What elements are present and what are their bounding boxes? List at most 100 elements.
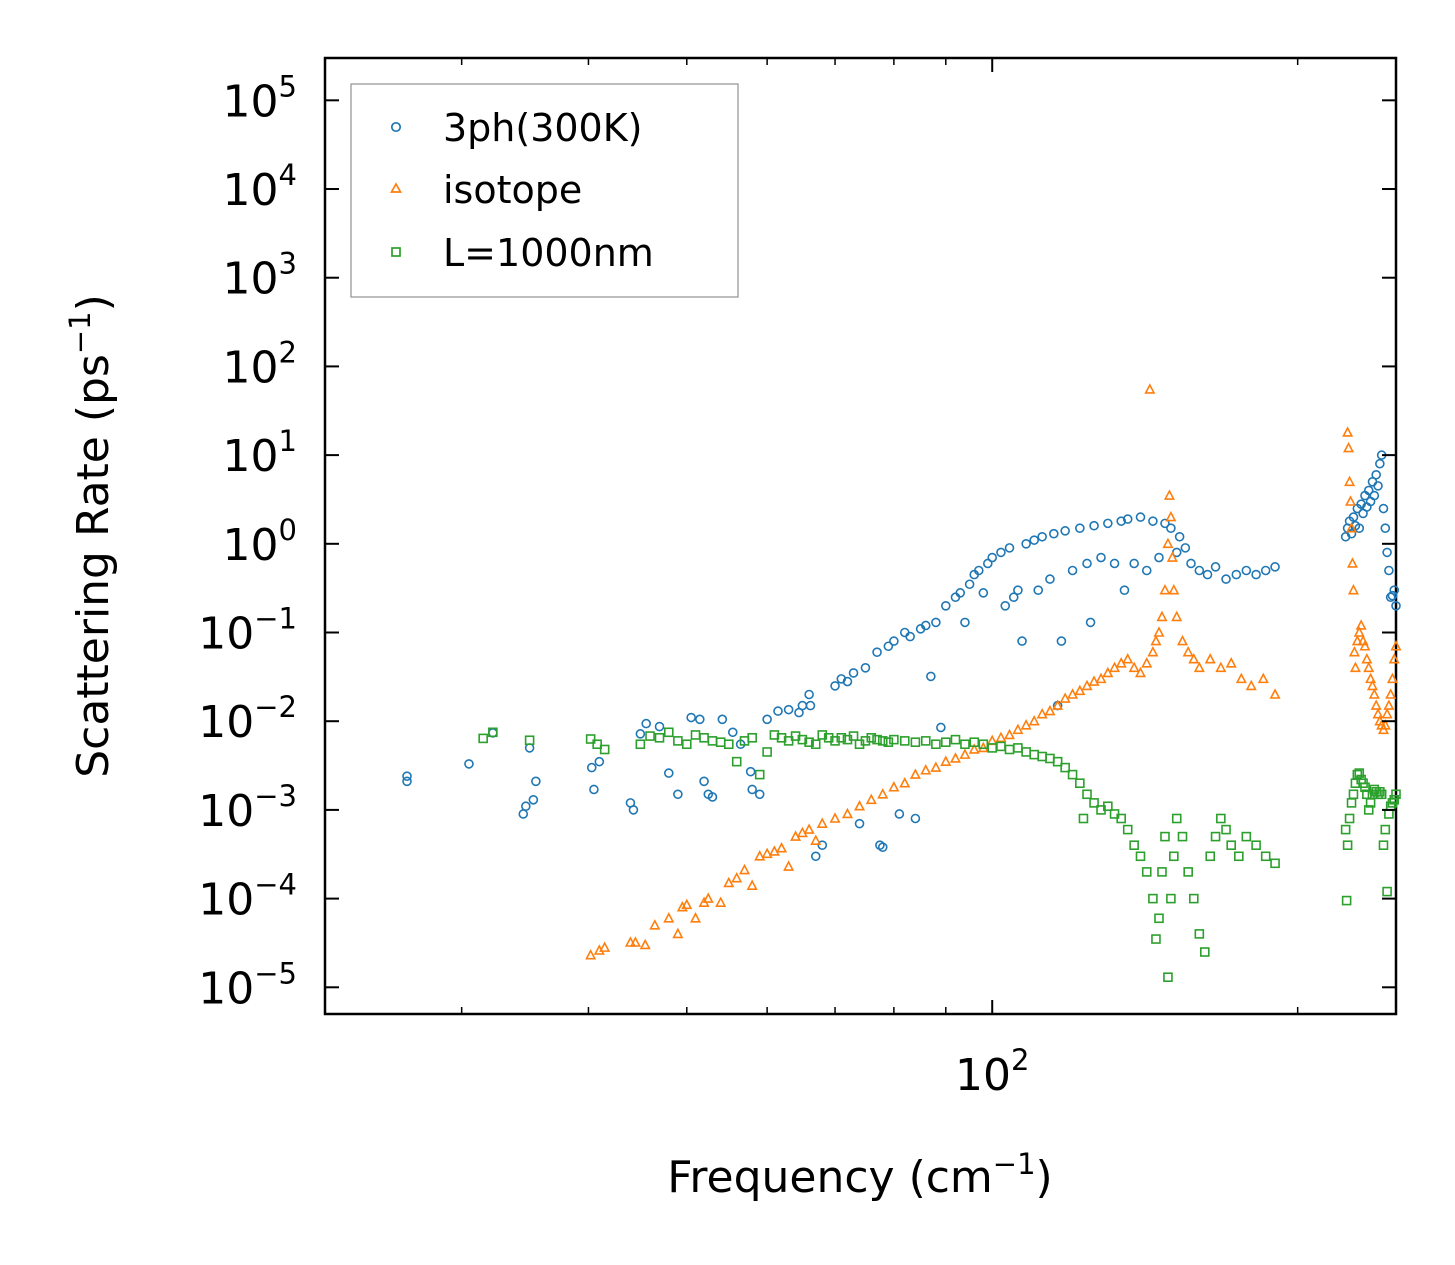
- data-point: [1381, 707, 1393, 719]
- data-point: [1166, 523, 1176, 533]
- data-point: [1372, 707, 1384, 719]
- data-point: [830, 736, 840, 746]
- data-point: [747, 732, 757, 743]
- data-point: [715, 896, 727, 907]
- data-point: [731, 871, 743, 883]
- data-point: [1089, 520, 1099, 531]
- data-point: [1270, 858, 1280, 869]
- data-point: [1354, 523, 1365, 533]
- data-point: [1163, 489, 1175, 500]
- axis-ticks: 10−5 10−4 10−3 10−2 10−1 100 101 102 103 104 105 10…: [198, 58, 1396, 1101]
- data-point: [1353, 626, 1365, 637]
- data-point: [1241, 565, 1252, 576]
- data-point: [1270, 562, 1280, 572]
- data-point: [1004, 744, 1015, 755]
- data-point: [1060, 762, 1070, 773]
- data-point: [1345, 495, 1357, 506]
- data-point: [773, 706, 783, 716]
- data-point: [663, 768, 674, 778]
- legend-box: [350, 83, 739, 298]
- data-point: [717, 714, 728, 725]
- data-point: [1188, 652, 1200, 664]
- data-point: [1354, 768, 1365, 778]
- data-point: [1075, 523, 1085, 533]
- data-point: [1385, 688, 1397, 699]
- data-point: [1225, 657, 1237, 668]
- data-point: [1148, 893, 1158, 904]
- data-point: [1060, 526, 1070, 536]
- y-tick-label: 10−4: [198, 868, 297, 926]
- data-point: [1380, 523, 1391, 533]
- data-point: [1021, 539, 1031, 549]
- data-point: [1176, 634, 1189, 646]
- data-point: [964, 579, 975, 590]
- data-point: [1082, 789, 1092, 800]
- data-point: [1356, 499, 1366, 509]
- y-tick-label: 105: [223, 69, 297, 127]
- data-point: [1037, 531, 1047, 542]
- data-point: [1116, 516, 1126, 526]
- data-point: [641, 718, 651, 729]
- data-point: [1067, 688, 1079, 699]
- data-point: [1384, 809, 1394, 819]
- legend-label-3ph: 3ph(300K): [443, 106, 642, 150]
- data-point: [899, 736, 910, 746]
- data-point: [1363, 661, 1375, 673]
- data-point: [783, 736, 794, 746]
- data-point: [1373, 481, 1383, 491]
- data-point: [982, 558, 993, 569]
- data-point: [1257, 672, 1269, 684]
- data-point: [673, 789, 683, 800]
- data-point: [940, 601, 951, 611]
- data-point: [672, 927, 684, 939]
- data-point: [1013, 585, 1023, 595]
- data-point: [1000, 601, 1011, 611]
- data-point: [810, 834, 822, 845]
- data-point: [531, 776, 541, 787]
- data-point: [1380, 824, 1391, 835]
- data-point: [1067, 769, 1078, 780]
- data-point: [1386, 672, 1398, 684]
- data-point: [1074, 684, 1086, 696]
- y-tick-label: 10−3: [198, 779, 297, 837]
- data-point: [1370, 699, 1382, 710]
- data-point: [1020, 719, 1032, 730]
- data-point: [1376, 789, 1387, 800]
- data-point: [1129, 840, 1139, 850]
- data-point: [883, 737, 894, 747]
- data-point: [1348, 645, 1360, 657]
- data-point: [910, 813, 921, 824]
- data-point: [1088, 675, 1100, 686]
- data-point: [930, 761, 942, 772]
- data-point: [1095, 672, 1107, 684]
- data-point: [715, 737, 726, 747]
- data-point: [1169, 851, 1179, 862]
- data-point: [949, 752, 962, 763]
- data-point: [931, 739, 941, 750]
- data-point: [1383, 699, 1395, 710]
- data-point: [1141, 867, 1152, 877]
- data-point: [1150, 634, 1162, 646]
- data-point: [686, 712, 696, 723]
- data-point: [1154, 552, 1164, 563]
- data-point: [1168, 583, 1180, 595]
- data-point: [866, 732, 877, 743]
- data-point: [978, 588, 989, 598]
- data-point: [783, 860, 795, 871]
- data-point: [1347, 583, 1359, 595]
- x-tick-label: 102: [955, 1043, 1029, 1101]
- data-point: [1387, 590, 1398, 601]
- data-point: [1360, 782, 1370, 793]
- data-point: [920, 620, 931, 631]
- data-point: [883, 641, 894, 652]
- y-tick-label: 10−2: [198, 690, 297, 748]
- data-point: [745, 766, 756, 777]
- data-point: [1378, 503, 1389, 514]
- data-point: [649, 919, 661, 930]
- data-point: [1200, 947, 1210, 957]
- data-point: [1163, 972, 1173, 982]
- data-point: [1129, 558, 1139, 569]
- data-point: [1371, 469, 1381, 480]
- data-point: [676, 900, 688, 912]
- data-point: [877, 736, 888, 746]
